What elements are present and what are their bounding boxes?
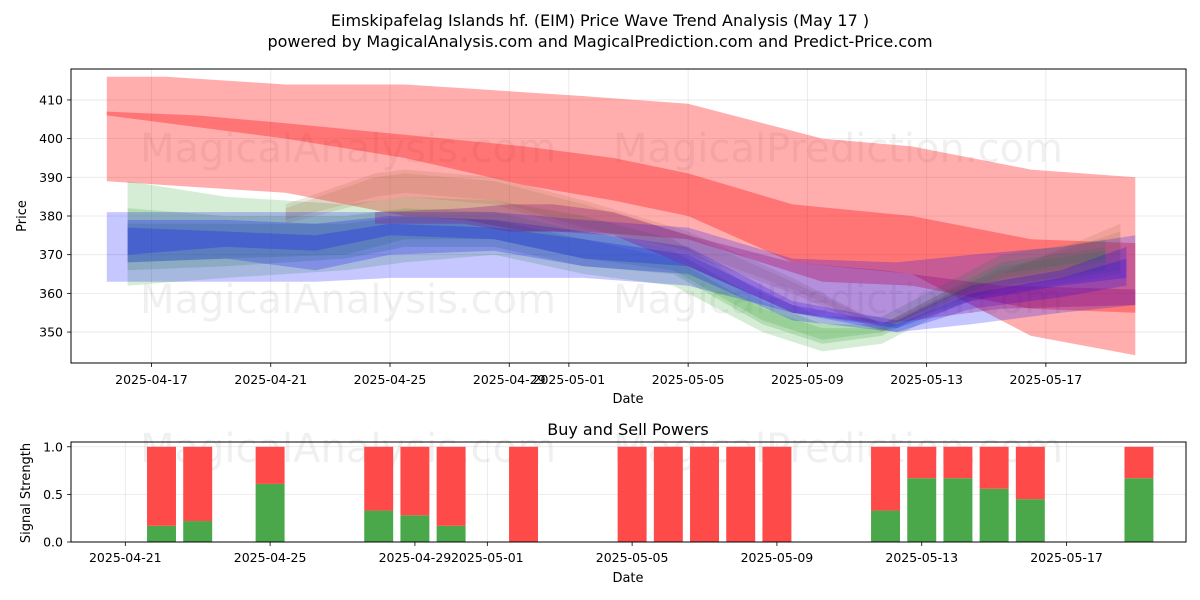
signal-y-ticks: 0.0 0.5 1.0	[43, 439, 71, 550]
buy-bar	[255, 483, 285, 542]
sell-bar	[617, 446, 647, 542]
signal-y-axis-label: Signal Strength	[19, 443, 34, 543]
price-x-tick-label: 2025-04-29	[473, 372, 546, 387]
buy-bar	[1124, 478, 1154, 542]
signal-x-tick-label: 2025-04-21	[89, 550, 162, 565]
sell-bar	[1124, 446, 1154, 479]
price-watermarks: MagicalAnalysis.com MagicalPrediction.co…	[140, 126, 1063, 323]
signal-bars	[147, 446, 1154, 542]
signal-x-ticks: 2025-04-21 2025-04-25 2025-04-29 2025-05-01…	[89, 542, 1103, 565]
signal-x-tick-label: 2025-05-05	[596, 550, 669, 565]
signal-chart-title: Buy and Sell Powers	[547, 420, 709, 439]
signal-plot-frame	[70, 441, 1187, 543]
price-x-tick-label: 2025-05-17	[1010, 372, 1083, 387]
price-x-tick-label: 2025-04-17	[115, 372, 188, 387]
signal-y-tick-label: 0.0	[43, 535, 63, 550]
wave-band-blue-1	[106, 212, 1136, 333]
price-x-tick-label: 2025-04-21	[234, 372, 307, 387]
sell-bar	[1015, 446, 1045, 500]
sell-bar	[183, 446, 213, 522]
price-y-tick-label: 410	[39, 92, 63, 107]
price-panel: MagicalAnalysis.com MagicalPrediction.co…	[15, 68, 1187, 407]
buy-bar	[907, 478, 937, 542]
wave-band-brown-2	[285, 173, 1121, 329]
price-y-ticks: 350 360 370 380 390 400 410	[39, 92, 71, 340]
price-y-tick-label: 360	[39, 286, 63, 301]
wave-band-red-upper	[106, 76, 1136, 313]
signal-x-tick-label: 2025-04-29	[379, 550, 452, 565]
buy-bar	[436, 525, 466, 542]
buy-bar	[979, 488, 1009, 542]
sell-bar	[400, 446, 430, 516]
sell-bar	[653, 446, 683, 542]
signal-x-tick-label: 2025-05-13	[885, 550, 958, 565]
price-gridlines	[71, 69, 1186, 363]
price-x-axis-label: Date	[612, 392, 643, 407]
watermark-analysis-top: MagicalAnalysis.com	[140, 126, 556, 172]
buy-bar	[400, 515, 430, 542]
price-x-tick-label: 2025-05-01	[533, 372, 606, 387]
wave-band-red-lower	[106, 111, 1136, 356]
chart-title: Eimskipafelag Islands hf. (EIM) Price Wa…	[331, 11, 869, 30]
watermark-prediction-mid: MagicalPrediction.com	[613, 277, 1063, 323]
signal-x-tick-label: 2025-05-01	[451, 550, 524, 565]
sell-bar	[871, 446, 901, 511]
sell-bar	[907, 446, 937, 479]
wave-band-purple-1	[375, 204, 1136, 325]
price-x-tick-label: 2025-05-09	[771, 372, 844, 387]
wave-band-blue-3	[127, 223, 1127, 329]
price-x-tick-label: 2025-04-25	[354, 372, 427, 387]
sell-bar	[509, 446, 538, 542]
signal-panel: Buy and Sell Powers MagicalAnalysis.com …	[19, 420, 1187, 586]
signal-x-axis-label: Date	[612, 571, 643, 586]
price-y-tick-label: 350	[39, 325, 63, 340]
price-y-tick-label: 370	[39, 247, 63, 262]
price-x-tick-label: 2025-05-05	[652, 372, 725, 387]
price-y-tick-label: 390	[39, 170, 63, 185]
signal-y-tick-label: 0.5	[43, 487, 63, 502]
sell-bar	[690, 446, 720, 542]
sell-bar	[979, 446, 1009, 489]
sell-bar	[364, 446, 394, 511]
price-y-axis-label: Price	[15, 200, 30, 232]
signal-x-tick-label: 2025-04-25	[234, 550, 307, 565]
price-x-tick-label: 2025-05-13	[890, 372, 963, 387]
buy-bar	[364, 510, 394, 542]
buy-bar	[871, 510, 901, 542]
sell-bar	[762, 446, 792, 542]
wave-band-blue-2	[127, 216, 1127, 333]
sell-bar	[147, 446, 176, 526]
sell-bar	[255, 446, 285, 484]
price-plot-area	[71, 69, 1186, 363]
price-y-tick-label: 400	[39, 131, 63, 146]
buy-bar	[147, 525, 176, 542]
watermark-prediction-top: MagicalPrediction.com	[613, 126, 1063, 172]
signal-x-tick-label: 2025-05-09	[741, 550, 814, 565]
price-y-tick-label: 380	[39, 209, 63, 224]
wave-band-green-2	[127, 208, 1106, 344]
wave-band-green-3	[127, 216, 1106, 340]
sell-bar	[726, 446, 756, 542]
sell-bar	[943, 446, 973, 479]
signal-y-tick-label: 1.0	[43, 439, 63, 454]
wave-band-green-1	[127, 181, 1106, 352]
chart-subtitle: powered by MagicalAnalysis.com and Magic…	[267, 32, 932, 51]
buy-bar	[943, 478, 973, 542]
price-wave-bands	[106, 76, 1136, 356]
signal-x-tick-label: 2025-05-17	[1030, 550, 1103, 565]
wave-band-brown-1	[285, 169, 1121, 333]
buy-bar	[183, 521, 213, 542]
buy-bar	[1015, 499, 1045, 542]
sell-bar	[436, 446, 466, 526]
watermark-analysis-mid: MagicalAnalysis.com	[140, 277, 556, 323]
price-x-ticks: 2025-04-17 2025-04-21 2025-04-25 2025-04-29…	[115, 363, 1082, 387]
